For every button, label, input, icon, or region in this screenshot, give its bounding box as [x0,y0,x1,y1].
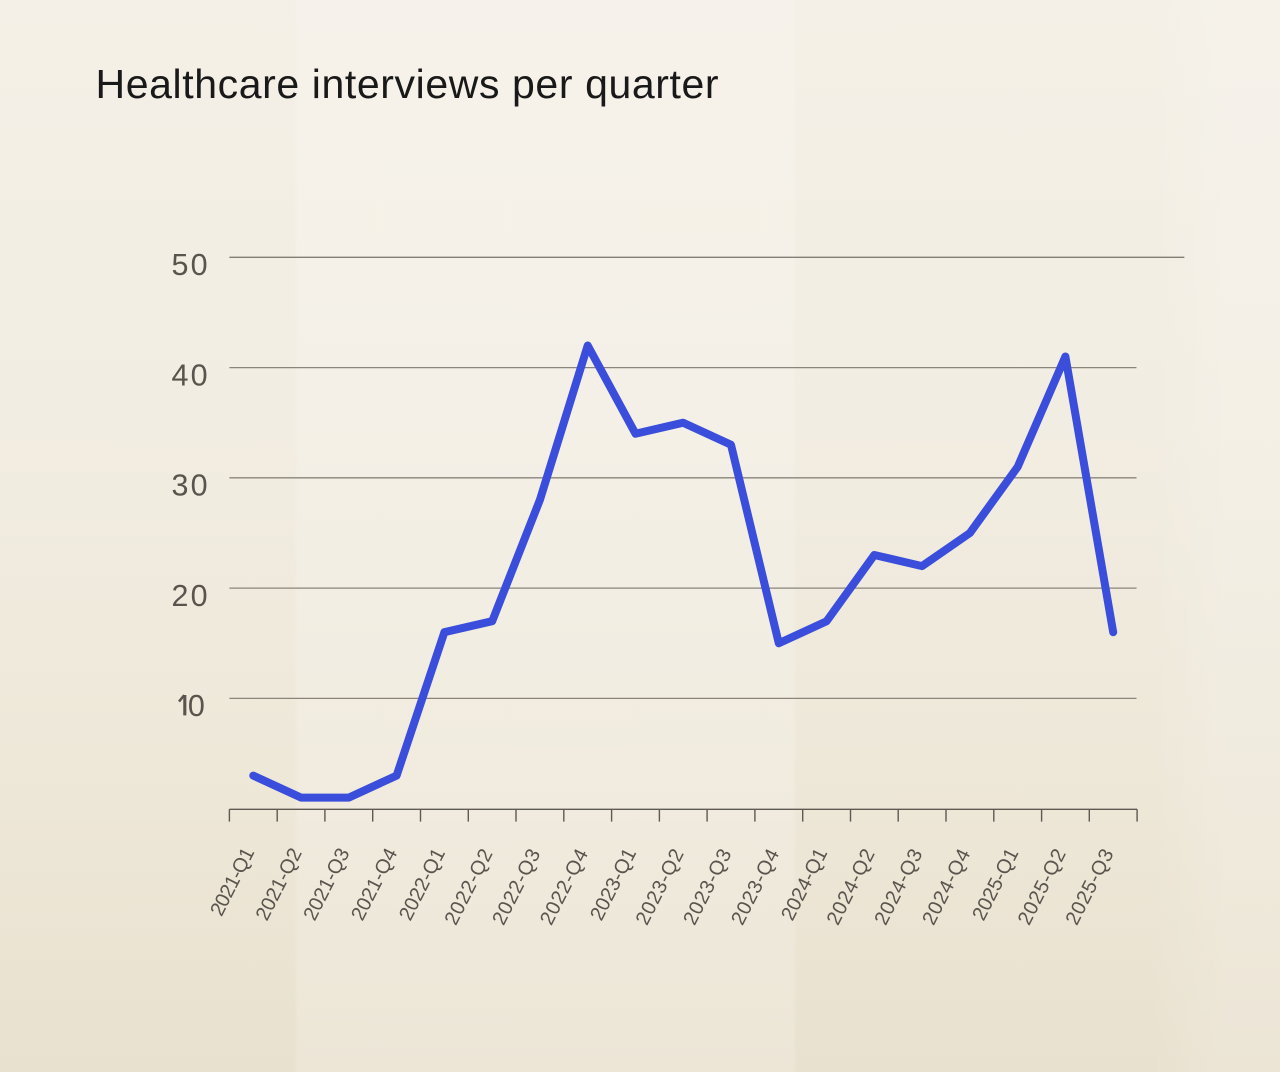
svg-text:2023-Q1: 2023-Q1 [586,845,641,924]
svg-text:2022-Q1: 2022-Q1 [395,845,450,924]
svg-text:2021-Q1: 2021-Q1 [206,844,259,919]
svg-text:2022-Q4: 2022-Q4 [536,845,593,929]
svg-text:2021-Q2: 2021-Q2 [252,845,307,924]
svg-text:0: 0 [188,689,207,723]
svg-text:30: 30 [171,469,209,503]
svg-text:2024-Q1: 2024-Q1 [777,845,832,924]
svg-text:20: 20 [171,579,209,613]
svg-text:2025-Q1: 2025-Q1 [968,845,1023,924]
svg-text:2021-Q3: 2021-Q3 [299,845,354,924]
svg-text:2024-Q4: 2024-Q4 [918,845,975,929]
svg-text:40: 40 [171,358,209,392]
svg-text:2025-Q3: 2025-Q3 [1062,845,1119,929]
svg-text:50: 50 [171,248,209,282]
svg-text:2021-Q4: 2021-Q4 [347,845,402,924]
svg-text:2023-Q4: 2023-Q4 [727,845,784,929]
